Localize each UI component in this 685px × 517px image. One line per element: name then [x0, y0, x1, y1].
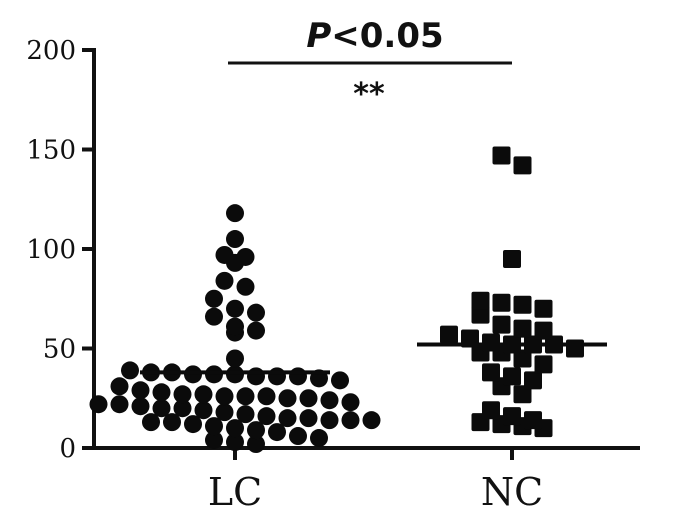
nc-data-point — [493, 316, 511, 334]
lc-data-point — [226, 349, 244, 367]
lc-data-point — [226, 300, 244, 318]
nc-data-point — [503, 250, 521, 268]
lc-data-point — [258, 387, 276, 405]
p-value-label: P<0.05 — [306, 16, 443, 56]
nc-data-point — [524, 371, 542, 389]
nc-data-point — [493, 146, 511, 164]
lc-data-point — [195, 401, 213, 419]
lc-data-point — [321, 411, 339, 429]
nc-data-point — [566, 340, 584, 358]
lc-data-point — [237, 387, 255, 405]
y-tick-label: 150 — [26, 136, 76, 166]
data-points — [90, 146, 585, 453]
nc-data-point — [503, 407, 521, 425]
nc-data-point — [535, 322, 553, 340]
nc-data-point — [514, 296, 532, 314]
significance-stars: ** — [353, 77, 385, 112]
lc-data-point — [216, 246, 234, 264]
nc-data-point — [535, 355, 553, 373]
lc-data-point — [174, 385, 192, 403]
lc-data-point — [195, 385, 213, 403]
nc-data-point — [535, 300, 553, 318]
y-tick-label: 50 — [43, 335, 76, 365]
lc-data-point — [289, 367, 307, 385]
lc-data-point — [132, 397, 150, 415]
lc-data-point — [132, 381, 150, 399]
lc-data-point — [121, 361, 139, 379]
lc-data-point — [153, 383, 171, 401]
lc-data-point — [331, 371, 349, 389]
nc-data-point — [493, 294, 511, 312]
x-category-label: LC — [208, 470, 262, 514]
lc-data-point — [247, 322, 265, 340]
lc-data-point — [289, 427, 307, 445]
lc-data-point — [111, 377, 129, 395]
lc-data-point — [237, 248, 255, 266]
lc-data-point — [226, 204, 244, 222]
lc-data-point — [247, 304, 265, 322]
lc-data-point — [310, 429, 328, 447]
p-threshold: <0.05 — [331, 16, 443, 56]
lc-data-point — [153, 399, 171, 417]
lc-data-point — [363, 411, 381, 429]
nc-data-point — [524, 411, 542, 429]
nc-data-point — [503, 367, 521, 385]
lc-data-point — [216, 403, 234, 421]
lc-data-point — [279, 409, 297, 427]
lc-data-point — [216, 272, 234, 290]
axes: 0 50 100 150 200 LC NC — [26, 36, 640, 514]
lc-data-point — [268, 367, 286, 385]
y-tick-label: 100 — [26, 235, 76, 265]
lc-data-point — [111, 395, 129, 413]
nc-data-point — [482, 363, 500, 381]
lc-data-point — [237, 278, 255, 296]
lc-data-point — [258, 407, 276, 425]
lc-data-point — [300, 389, 318, 407]
lc-data-point — [342, 393, 360, 411]
nc-data-point — [440, 326, 458, 344]
nc-data-point — [514, 320, 532, 338]
y-tick-label: 0 — [59, 434, 76, 464]
lc-data-point — [226, 318, 244, 336]
lc-data-point — [342, 411, 360, 429]
y-tick-label: 200 — [26, 36, 76, 66]
nc-data-point — [472, 292, 490, 310]
lc-data-point — [216, 387, 234, 405]
lc-data-point — [226, 230, 244, 248]
lc-data-point — [321, 391, 339, 409]
p-symbol: P — [306, 16, 331, 56]
lc-data-point — [205, 308, 223, 326]
lc-data-point — [205, 290, 223, 308]
lc-data-point — [90, 395, 108, 413]
lc-data-point — [300, 409, 318, 427]
nc-data-point — [482, 401, 500, 419]
lc-data-point — [279, 389, 297, 407]
x-category-label: NC — [481, 470, 543, 514]
nc-data-point — [514, 156, 532, 174]
significance-annotation: P<0.05 ** — [228, 16, 512, 112]
lc-data-point — [247, 367, 265, 385]
lc-data-point — [237, 405, 255, 423]
